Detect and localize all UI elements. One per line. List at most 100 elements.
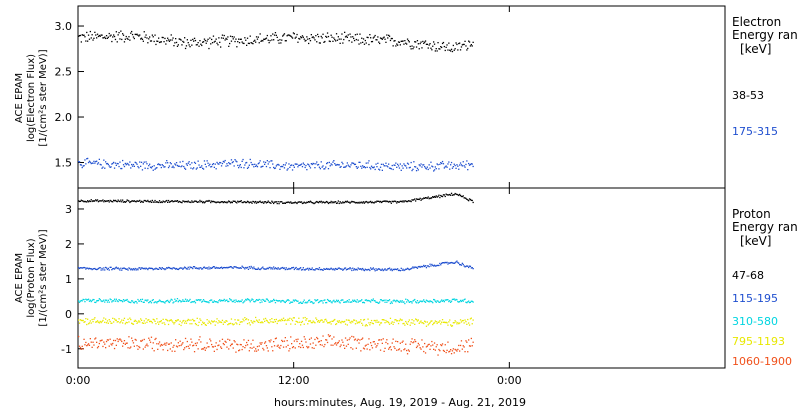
data-point (373, 341, 375, 343)
data-point (323, 299, 325, 302)
data-point (402, 40, 404, 42)
data-point (295, 202, 297, 204)
data-point (255, 350, 258, 352)
data-point (358, 342, 360, 344)
data-point (282, 164, 285, 166)
data-point (409, 324, 411, 326)
data-point (84, 321, 86, 323)
data-point (126, 298, 128, 301)
data-point (292, 164, 295, 167)
data-point (241, 299, 243, 301)
data-point (314, 322, 316, 324)
data-point (289, 166, 291, 168)
data-point (297, 268, 299, 270)
data-point (199, 336, 201, 338)
data-point (344, 200, 347, 203)
data-point (466, 302, 468, 304)
data-point (159, 41, 162, 43)
data-point (309, 343, 312, 345)
data-point (194, 342, 197, 345)
data-point (428, 323, 430, 325)
data-point (425, 43, 428, 45)
data-point (136, 163, 138, 165)
data-point (389, 201, 392, 203)
data-point (422, 198, 424, 200)
data-point (208, 199, 210, 202)
data-point (115, 344, 117, 346)
data-point (170, 267, 172, 270)
data-point (462, 300, 464, 302)
data-point (348, 268, 350, 270)
data-point (244, 347, 246, 349)
data-point (371, 201, 374, 203)
data-point (319, 42, 321, 44)
data-point (213, 300, 215, 302)
data-point (254, 301, 256, 303)
data-point (380, 322, 383, 324)
data-point (368, 160, 370, 162)
data-point (185, 346, 188, 348)
data-point (365, 299, 367, 301)
data-point (401, 269, 403, 271)
data-point (220, 321, 223, 324)
data-point (231, 161, 233, 164)
data-point (411, 45, 413, 47)
data-point (139, 161, 141, 163)
data-point (150, 201, 153, 203)
data-point (291, 301, 294, 303)
data-point (399, 163, 401, 165)
data-point (352, 348, 354, 350)
data-point (341, 161, 343, 163)
data-point (310, 268, 312, 271)
data-point (93, 299, 95, 301)
data-point (440, 162, 442, 164)
data-point (370, 41, 373, 43)
data-point (394, 300, 396, 302)
data-point (427, 196, 429, 198)
data-point (267, 200, 269, 202)
data-point (93, 160, 95, 162)
data-point (181, 343, 183, 345)
data-point (364, 39, 366, 42)
data-point (353, 336, 355, 338)
data-point (272, 201, 274, 203)
data-point (155, 167, 157, 169)
data-point (387, 343, 389, 345)
data-point (114, 339, 117, 342)
data-point (239, 343, 241, 346)
data-point (212, 321, 215, 323)
data-point (181, 165, 183, 167)
data-point (127, 199, 129, 202)
data-point (193, 266, 195, 268)
data-point (311, 267, 313, 269)
data-point (344, 166, 346, 168)
data-point (315, 163, 317, 165)
data-point (184, 267, 187, 269)
data-point (147, 319, 149, 321)
data-point (99, 200, 101, 202)
data-point (451, 298, 454, 301)
data-point (260, 268, 262, 270)
data-point (221, 201, 224, 203)
data-point (272, 268, 274, 270)
data-point (274, 267, 277, 269)
data-point (198, 299, 200, 301)
data-point (424, 197, 427, 199)
data-point (235, 38, 237, 40)
data-point (349, 33, 351, 35)
data-point (78, 200, 81, 203)
data-point (289, 302, 291, 304)
data-point (246, 201, 248, 204)
data-point (391, 321, 393, 323)
data-point (260, 299, 262, 301)
data-point (463, 299, 465, 301)
data-point (177, 319, 179, 321)
data-point (429, 322, 431, 324)
data-point (295, 320, 297, 322)
data-point (166, 267, 168, 269)
data-point (206, 342, 208, 344)
data-point (166, 160, 168, 162)
data-point (165, 43, 167, 45)
data-point (439, 163, 441, 165)
data-point (113, 199, 115, 201)
